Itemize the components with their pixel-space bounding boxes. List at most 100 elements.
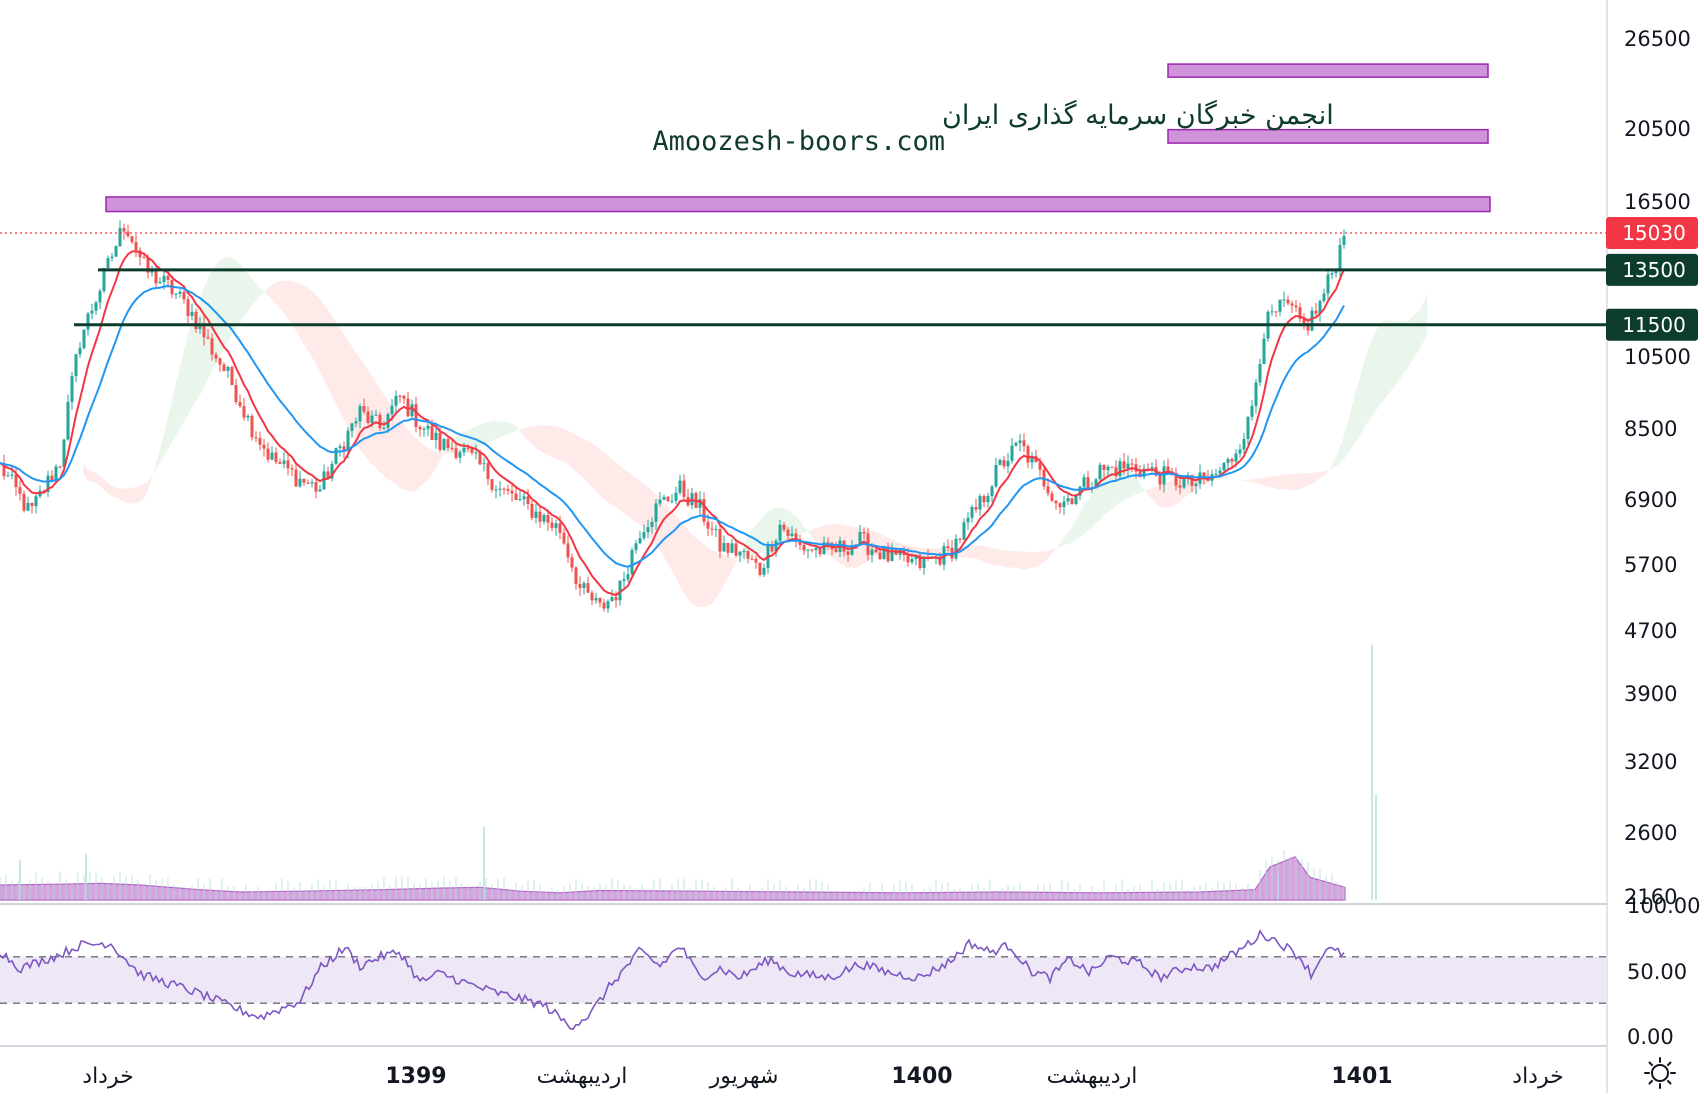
- candle: [395, 391, 398, 413]
- candle: [247, 414, 250, 421]
- candle: [1231, 457, 1234, 467]
- candle: [1299, 303, 1302, 322]
- cloud-segment: [611, 459, 615, 508]
- candle-body: [999, 460, 1002, 465]
- candle-body: [607, 601, 610, 608]
- candle: [279, 458, 282, 464]
- candle-body: [791, 534, 794, 536]
- candle-body: [19, 487, 22, 494]
- candle: [1143, 464, 1146, 479]
- resistance-zone: [106, 197, 1490, 212]
- candle-body: [103, 268, 106, 291]
- cloud-segment: [535, 426, 539, 451]
- candle: [191, 304, 194, 320]
- settings-gear-icon[interactable]: [1645, 1058, 1675, 1088]
- cloud-segment: [1343, 425, 1347, 460]
- cloud-segment: [1139, 482, 1143, 493]
- cloud-segment: [1031, 552, 1035, 567]
- price-tick-label: 6900: [1624, 488, 1677, 512]
- cloud-segment: [591, 443, 595, 490]
- candle-body: [283, 460, 286, 463]
- candle: [1023, 433, 1026, 451]
- candle-body: [835, 549, 838, 552]
- cloud-segment: [495, 420, 499, 439]
- cloud-segment: [311, 290, 315, 363]
- cloud-segment: [155, 451, 159, 470]
- candle-body: [1023, 440, 1026, 446]
- candle-body: [1111, 467, 1114, 468]
- time-tick-label: شهریور: [709, 1064, 779, 1089]
- candle-body: [1063, 501, 1066, 507]
- candle-body: [747, 551, 750, 559]
- candle: [19, 481, 22, 501]
- candle: [751, 555, 754, 560]
- cloud-segment: [1371, 332, 1375, 417]
- candle: [955, 534, 958, 561]
- candle: [491, 479, 494, 493]
- candle: [339, 444, 342, 457]
- cloud-segment: [435, 452, 439, 469]
- cloud-segment: [491, 420, 495, 441]
- candle: [99, 289, 102, 309]
- candle: [527, 489, 530, 510]
- cloud-segment: [111, 485, 115, 498]
- cloud-segment: [1007, 551, 1011, 568]
- candle: [639, 531, 642, 544]
- price-tick-label: 3200: [1624, 750, 1677, 774]
- candle-body: [471, 449, 474, 453]
- candle: [723, 535, 726, 551]
- cloud-segment: [139, 485, 143, 502]
- candle-body: [655, 503, 658, 521]
- candle-body: [603, 603, 606, 609]
- candle: [695, 491, 698, 508]
- cloud-segment: [1399, 322, 1403, 381]
- cloud-segment: [519, 429, 523, 436]
- cloud-segment: [1311, 473, 1315, 485]
- candle-body: [115, 246, 118, 257]
- candle-body: [127, 232, 130, 237]
- cloud-segment: [1355, 380, 1359, 443]
- candle: [555, 520, 558, 536]
- cloud-segment: [87, 469, 91, 481]
- candle: [275, 447, 278, 464]
- candle: [535, 504, 538, 524]
- candle-body: [579, 584, 582, 588]
- candle-body: [1059, 503, 1062, 507]
- candle: [175, 293, 178, 299]
- candle-body: [371, 416, 374, 423]
- candle-body: [599, 598, 602, 603]
- cloud-segment: [1251, 479, 1255, 483]
- candle-body: [403, 396, 406, 399]
- candle-body: [727, 543, 730, 553]
- cloud-segment: [607, 455, 611, 504]
- candle-body: [287, 460, 290, 468]
- cloud-segment: [1071, 522, 1075, 543]
- candle: [663, 495, 666, 501]
- cloud-segment: [1051, 548, 1055, 555]
- candle-body: [7, 476, 10, 477]
- candle-body: [1071, 498, 1074, 504]
- cloud-segment: [1027, 552, 1031, 569]
- candle-body: [511, 491, 514, 494]
- watermark-line2: Amoozesh-boors.com: [652, 126, 945, 157]
- candle: [59, 466, 62, 469]
- candle: [731, 539, 734, 553]
- candle-body: [1263, 339, 1266, 364]
- candle-body: [235, 385, 238, 402]
- candle: [47, 471, 50, 497]
- candle-body: [907, 555, 910, 562]
- candle-body: [1315, 311, 1318, 314]
- price-tick-label: 2160: [1624, 885, 1677, 909]
- cloud-segment: [587, 441, 591, 486]
- cloud-segment: [259, 287, 263, 297]
- cloud-segment: [1275, 475, 1279, 489]
- candle-body: [759, 563, 762, 575]
- cloud-segment: [183, 338, 187, 424]
- candle-body: [1235, 454, 1238, 462]
- cloud-segment: [1379, 321, 1383, 406]
- candle-body: [367, 412, 370, 423]
- cloud-segment: [663, 502, 667, 563]
- candle-body: [771, 546, 774, 552]
- candle: [227, 366, 230, 378]
